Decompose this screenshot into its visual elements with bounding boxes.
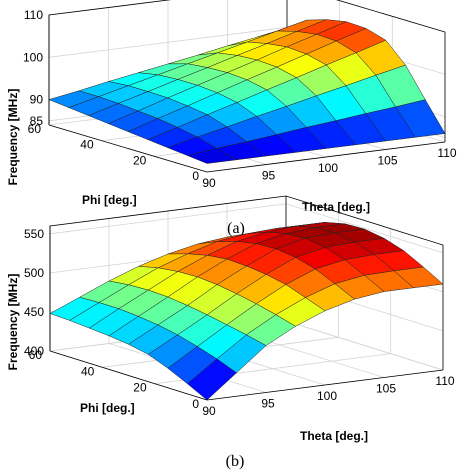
plot-b-caption: (b) bbox=[226, 453, 245, 470]
y-tick-label: 20 bbox=[133, 381, 147, 395]
x-tick-label: 95 bbox=[262, 169, 276, 183]
surface-patch bbox=[187, 358, 237, 401]
plot-a-zlabel: Frequency [MHz] bbox=[6, 89, 20, 186]
y-tick-label: 40 bbox=[81, 364, 95, 378]
z-tick-label: 500 bbox=[24, 266, 44, 280]
x-axis-line bbox=[206, 141, 446, 173]
x-tick-label: 95 bbox=[261, 397, 275, 411]
plot-b-axis-lines bbox=[49, 226, 444, 401]
x-tick-label: 90 bbox=[202, 404, 216, 418]
y-tick-label: 60 bbox=[28, 122, 42, 136]
x-tick-label: 105 bbox=[376, 382, 396, 396]
x-tick-label: 105 bbox=[377, 154, 397, 168]
y-tick-label: 20 bbox=[133, 153, 147, 167]
x-tick-label: 100 bbox=[318, 161, 338, 175]
y-axis-line bbox=[48, 124, 208, 173]
plot-b-surface bbox=[49, 222, 444, 401]
y-tick-label: 0 bbox=[192, 397, 199, 411]
z-tick-label: 450 bbox=[24, 305, 44, 319]
plot-a-axis-lines bbox=[48, 15, 446, 173]
surface-patch bbox=[186, 148, 238, 164]
x-tick-label: 110 bbox=[435, 374, 454, 388]
z-tick-label: 110 bbox=[24, 8, 43, 22]
z-tick-label: 85 bbox=[30, 114, 44, 128]
plot-a-caption: (a) bbox=[227, 220, 245, 237]
y-axis-line bbox=[49, 350, 208, 401]
plot-b-ylabel: Phi [deg.] bbox=[80, 401, 135, 415]
z-tick-label: 400 bbox=[24, 344, 44, 358]
x-tick-label: 90 bbox=[202, 176, 216, 190]
z-tick-label: 550 bbox=[24, 227, 44, 241]
y-tick-label: 40 bbox=[80, 138, 94, 152]
plot-b-zlabel: Frequency [MHz] bbox=[6, 274, 20, 371]
y-tick-label: 0 bbox=[192, 169, 199, 183]
y-tick-label: 60 bbox=[29, 348, 43, 362]
plot-a-xlabel: Theta [deg.] bbox=[302, 200, 370, 214]
z-tick-label: 90 bbox=[30, 93, 44, 107]
plot-b-xlabel: Theta [deg.] bbox=[300, 429, 368, 443]
x-tick-label: 110 bbox=[437, 146, 456, 160]
x-axis-line bbox=[206, 369, 444, 401]
z-tick-label: 100 bbox=[23, 50, 43, 64]
x-tick-label: 100 bbox=[317, 389, 337, 403]
plot-a-ylabel: Phi [deg.] bbox=[82, 193, 137, 207]
plot-a-surface bbox=[48, 19, 446, 164]
